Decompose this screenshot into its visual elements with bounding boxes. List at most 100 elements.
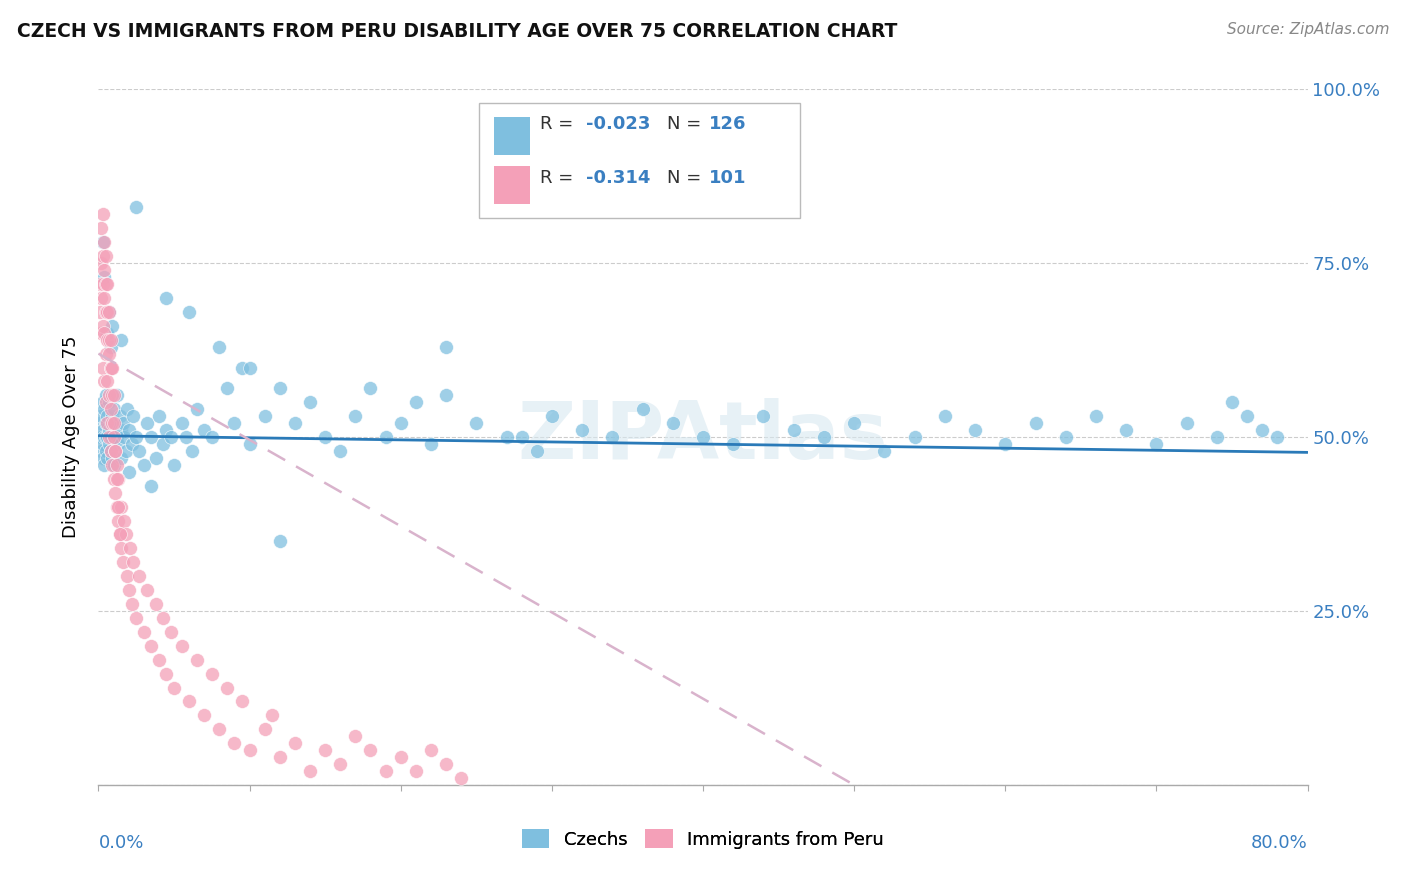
Point <box>107 472 129 486</box>
Point <box>101 409 124 424</box>
Point <box>155 291 177 305</box>
Point <box>723 437 745 451</box>
Point <box>125 611 148 625</box>
Point <box>434 388 457 402</box>
Point <box>100 360 122 375</box>
Point <box>94 395 117 409</box>
Point <box>91 318 114 333</box>
Point <box>100 340 122 354</box>
Point <box>314 430 336 444</box>
Point <box>96 375 118 389</box>
Text: ZIPAtlas: ZIPAtlas <box>517 398 889 476</box>
Point <box>231 360 253 375</box>
Point <box>405 764 427 778</box>
Point <box>94 249 117 263</box>
Point <box>141 479 163 493</box>
Point <box>94 346 117 360</box>
Point <box>111 416 134 430</box>
Point <box>100 333 122 347</box>
Point <box>344 729 367 743</box>
Point <box>118 465 141 479</box>
Point <box>163 681 186 695</box>
Point <box>434 757 457 772</box>
Point <box>208 340 231 354</box>
Point <box>96 277 118 291</box>
Point <box>253 723 276 737</box>
Point <box>163 458 186 472</box>
Point <box>692 430 714 444</box>
Point <box>93 270 115 285</box>
Point <box>128 569 150 583</box>
Point <box>93 430 115 444</box>
Point <box>104 485 127 500</box>
Point <box>526 444 548 458</box>
Point <box>104 444 127 458</box>
Text: N =: N = <box>666 115 707 133</box>
Point <box>93 291 115 305</box>
Point <box>101 416 124 430</box>
Point <box>93 402 115 417</box>
Legend: Czechs, Immigrants from Peru: Czechs, Immigrants from Peru <box>515 822 891 856</box>
Point <box>91 395 114 409</box>
Point <box>434 340 457 354</box>
Point <box>904 430 927 444</box>
Point <box>661 416 683 430</box>
Point <box>208 723 231 737</box>
Point <box>91 207 114 221</box>
Point <box>91 423 114 437</box>
Point <box>389 750 412 764</box>
Point <box>98 395 121 409</box>
Point <box>101 388 124 402</box>
Text: R =: R = <box>540 169 579 187</box>
Point <box>94 388 117 402</box>
Point <box>89 430 111 444</box>
Text: N =: N = <box>666 169 707 187</box>
Point <box>125 430 148 444</box>
Point <box>813 430 835 444</box>
Point <box>145 450 167 465</box>
Text: 101: 101 <box>709 169 747 187</box>
Point <box>105 458 128 472</box>
Point <box>844 416 866 430</box>
Point <box>155 666 177 681</box>
Point <box>96 416 118 430</box>
Point <box>122 409 145 424</box>
Point <box>571 423 593 437</box>
Point <box>170 416 193 430</box>
Point <box>89 305 111 319</box>
Point <box>284 416 307 430</box>
Point <box>179 305 201 319</box>
Point <box>145 597 167 611</box>
Point <box>269 381 291 395</box>
Point <box>215 381 238 395</box>
Text: -0.023: -0.023 <box>586 115 650 133</box>
Point <box>98 423 121 437</box>
Point <box>100 360 122 375</box>
Point <box>602 430 624 444</box>
Text: R =: R = <box>540 115 579 133</box>
Point <box>314 743 336 757</box>
Point <box>93 263 115 277</box>
Point <box>132 458 155 472</box>
Point <box>90 291 112 305</box>
Point <box>90 444 112 458</box>
Point <box>239 743 262 757</box>
Point <box>94 444 117 458</box>
Point <box>631 402 654 417</box>
Point <box>465 416 488 430</box>
Point <box>374 764 396 778</box>
Point <box>91 249 114 263</box>
Point <box>360 381 382 395</box>
Point <box>231 694 253 708</box>
Point <box>96 305 118 319</box>
Point <box>91 277 114 291</box>
Point <box>93 375 115 389</box>
Point <box>108 409 131 424</box>
Point <box>107 514 129 528</box>
Point <box>100 444 122 458</box>
Point <box>115 402 138 417</box>
Point <box>108 527 131 541</box>
Point <box>420 437 443 451</box>
Point <box>193 708 215 723</box>
Point <box>101 318 124 333</box>
